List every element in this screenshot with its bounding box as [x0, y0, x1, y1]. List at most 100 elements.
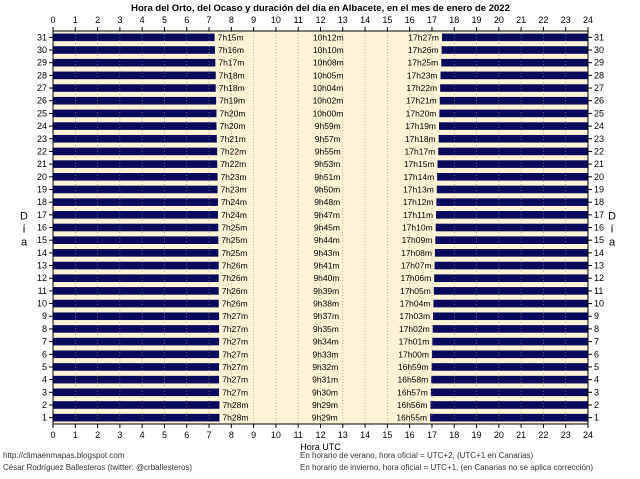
daylength-label: 9h31m	[312, 375, 338, 385]
sunset-label: 17h01m	[399, 337, 430, 347]
sunset-label: 17h27m	[408, 32, 439, 42]
night-bar-evening	[431, 363, 588, 371]
x-tick-label-bottom: 7	[207, 430, 212, 440]
sunrise-label: 7h18m	[219, 83, 245, 93]
night-bar-evening	[436, 185, 588, 194]
y-tick-label-right: 4	[594, 375, 599, 385]
y-axis-label-right: í	[610, 224, 613, 236]
daylength-label: 9h39m	[313, 286, 339, 296]
x-tick-label-bottom: 5	[162, 430, 167, 440]
sunrise-label: 7h28m	[222, 400, 248, 410]
night-bar-morning	[53, 350, 220, 359]
y-tick-label-left: 9	[42, 311, 47, 321]
night-bar-evening	[430, 388, 588, 397]
x-tick-label-bottom: 16	[405, 430, 415, 440]
daylength-label: 10h05m	[313, 70, 344, 80]
sunrise-label: 7h25m	[221, 235, 247, 245]
y-tick-label-right: 8	[594, 324, 599, 334]
sunset-label: 17h22m	[406, 83, 437, 93]
x-tick-label-top: 18	[449, 15, 459, 25]
sunrise-label: 7h26m	[222, 299, 248, 309]
sunrise-label: 7h24m	[221, 210, 247, 220]
x-tick-label-bottom: 11	[294, 430, 303, 440]
x-tick-label-bottom: 15	[382, 430, 392, 440]
night-bar-morning	[53, 274, 219, 283]
y-tick-label-right: 11	[594, 286, 603, 296]
night-bar-morning	[53, 96, 217, 105]
night-bar-evening	[437, 160, 588, 168]
night-bar-morning	[53, 134, 217, 143]
daylength-label: 9h33m	[313, 349, 339, 359]
x-tick-label-top: 9	[251, 15, 256, 25]
daylength-label: 9h41m	[314, 261, 340, 271]
y-tick-label-left: 14	[37, 248, 47, 258]
sunrise-label: 7h27m	[222, 324, 248, 334]
y-tick-label-left: 27	[37, 83, 47, 93]
night-bar-evening	[441, 46, 588, 54]
y-tick-label-left: 2	[42, 400, 47, 410]
night-bar-morning	[53, 122, 217, 130]
sunset-label: 17h00m	[398, 349, 429, 359]
y-tick-label-left: 11	[38, 286, 47, 296]
x-tick-label-bottom: 20	[494, 430, 504, 440]
night-bar-evening	[440, 71, 588, 80]
blog-url[interactable]: http://climaenmapas.blogspot.com	[3, 451, 125, 460]
night-bar-morning	[53, 223, 219, 232]
daylength-label: 9h50m	[314, 184, 340, 194]
sunrise-label: 7h17m	[218, 58, 244, 68]
night-bar-evening	[439, 122, 588, 130]
daylength-label: 9h35m	[313, 324, 339, 334]
daylength-label: 9h48m	[314, 197, 340, 207]
night-bar-morning	[53, 236, 219, 244]
y-tick-label-left: 3	[42, 387, 47, 397]
y-axis-label-right: a	[609, 237, 616, 249]
sunrise-label: 7h27m	[222, 337, 248, 347]
x-tick-label-top: 3	[117, 15, 122, 25]
y-axis-label-left: a	[21, 237, 28, 249]
daylength-label: 10h08m	[313, 58, 344, 68]
x-tick-label-top: 11	[294, 15, 303, 25]
y-tick-label-left: 26	[37, 96, 47, 106]
night-bar-morning	[53, 147, 218, 156]
night-bar-morning	[53, 312, 220, 321]
y-tick-label-left: 25	[37, 108, 47, 118]
y-axis-label-left: í	[22, 224, 25, 236]
y-axis-label-left: D	[20, 211, 28, 223]
x-tick-label-bottom: 10	[271, 430, 281, 440]
y-tick-label-left: 15	[37, 235, 47, 245]
night-bar-evening	[434, 249, 588, 257]
y-tick-label-right: 6	[594, 349, 599, 359]
y-tick-label-left: 1	[42, 413, 47, 423]
night-bar-evening	[439, 96, 588, 105]
daylength-label: 9h51m	[314, 172, 340, 182]
night-bar-evening	[440, 84, 588, 92]
x-tick-label-bottom: 19	[472, 430, 482, 440]
x-tick-label-top: 17	[427, 15, 437, 25]
night-bar-evening	[436, 211, 588, 219]
y-tick-label-right: 27	[594, 83, 604, 93]
winter-time-note: En horario de invierno, hora oficial = U…	[300, 463, 594, 472]
sunset-label: 17h15m	[404, 159, 435, 169]
x-tick-label-bottom: 9	[251, 430, 256, 440]
night-bar-evening	[438, 134, 588, 143]
y-tick-label-left: 23	[37, 134, 47, 144]
y-tick-label-right: 16	[594, 223, 604, 233]
sunset-label: 17h04m	[400, 299, 431, 309]
y-tick-label-right: 14	[594, 248, 604, 258]
sunset-label: 17h17m	[405, 146, 436, 156]
y-tick-label-right: 9	[594, 311, 599, 321]
y-tick-label-left: 31	[37, 32, 47, 42]
x-tick-label-bottom: 21	[516, 430, 526, 440]
night-bar-morning	[53, 211, 218, 219]
x-tick-label-top: 13	[338, 15, 348, 25]
sunrise-label: 7h27m	[222, 349, 248, 359]
daylength-label: 10h12m	[313, 32, 344, 42]
y-tick-label-right: 31	[594, 32, 604, 42]
sunrise-label: 7h23m	[221, 184, 247, 194]
y-tick-label-right: 22	[594, 146, 604, 156]
y-tick-label-right: 17	[594, 210, 604, 220]
x-axis-label: Hora UTC	[300, 442, 341, 452]
y-tick-label-right: 5	[594, 362, 599, 372]
night-bar-evening	[433, 312, 588, 321]
night-bar-evening	[434, 261, 588, 270]
